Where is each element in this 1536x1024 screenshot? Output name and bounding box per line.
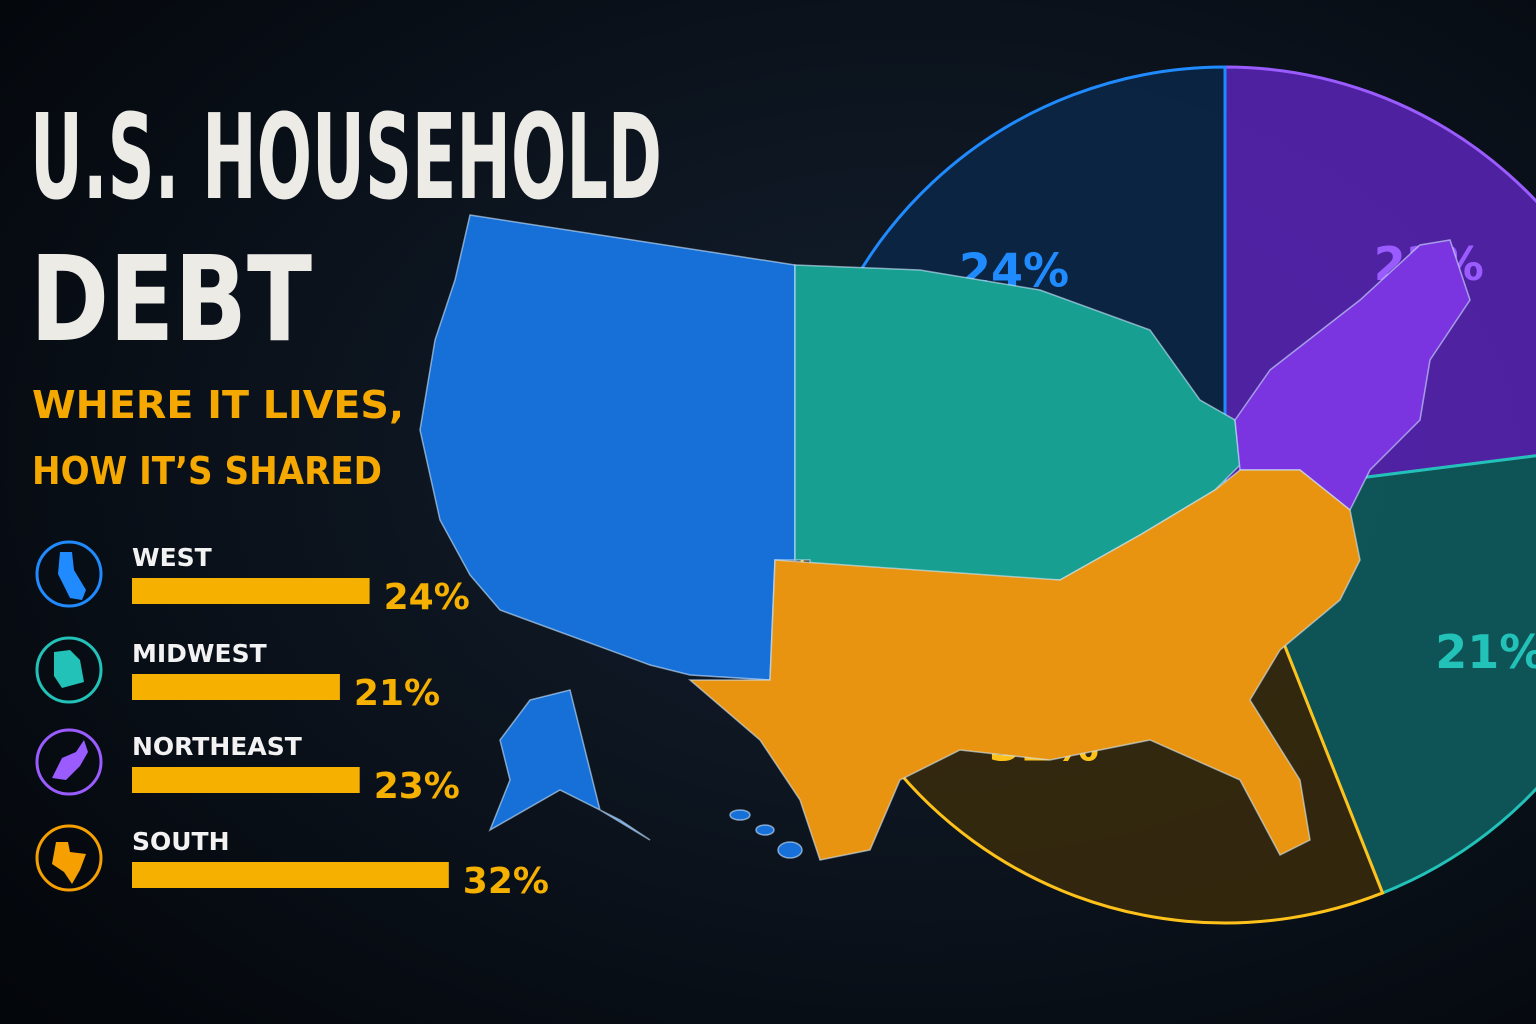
title: U.S. HOUSEHOLD bbox=[30, 88, 662, 226]
midwest-icon bbox=[35, 636, 103, 704]
bar-chart: WEST 24% MIDWEST 21% NORTHEAST 23% SOUTH 32% bbox=[132, 543, 549, 902]
hawaii bbox=[777, 841, 803, 859]
northeast-icon bbox=[52, 740, 88, 780]
bar bbox=[132, 578, 370, 604]
us-map bbox=[419, 214, 1471, 861]
value-label: 21% bbox=[354, 673, 440, 714]
hawaii bbox=[729, 809, 751, 821]
category-label: NORTHEAST bbox=[132, 732, 302, 761]
subtitle: WHERE IT LIVES, bbox=[32, 383, 404, 427]
south-region bbox=[687, 469, 1361, 861]
west-icon bbox=[58, 552, 86, 600]
value-label: 24% bbox=[384, 577, 470, 618]
pie-label: 21% bbox=[1435, 625, 1536, 679]
bar bbox=[132, 862, 449, 888]
south-icon bbox=[35, 824, 103, 892]
value-label: 23% bbox=[374, 766, 460, 807]
bar bbox=[132, 767, 360, 793]
category-label: MIDWEST bbox=[132, 639, 267, 668]
midwest-icon bbox=[54, 650, 84, 688]
alaska bbox=[488, 689, 651, 841]
region-icons bbox=[35, 540, 103, 892]
west-icon bbox=[35, 540, 103, 608]
value-label: 32% bbox=[463, 861, 549, 902]
title: DEBT bbox=[30, 230, 312, 368]
south-icon bbox=[52, 842, 86, 884]
category-label: WEST bbox=[132, 543, 212, 572]
northeast-icon bbox=[35, 728, 103, 796]
bar bbox=[132, 674, 340, 700]
category-label: SOUTH bbox=[132, 827, 230, 856]
hawaii bbox=[755, 824, 775, 836]
subtitle: HOW IT’S SHARED bbox=[32, 449, 382, 493]
